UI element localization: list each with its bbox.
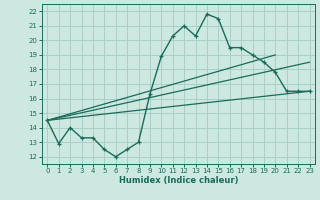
X-axis label: Humidex (Indice chaleur): Humidex (Indice chaleur): [119, 176, 238, 185]
